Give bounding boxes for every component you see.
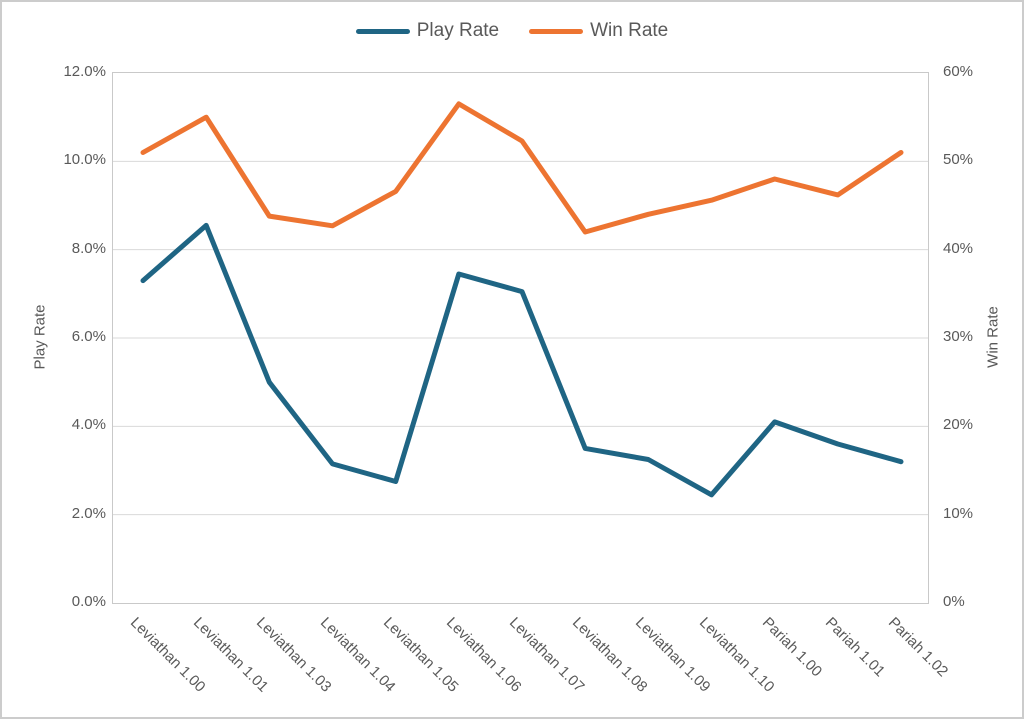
x-axis-tick-label: Pariah 1.01 xyxy=(821,614,889,681)
left-axis-tick-label: 8.0% xyxy=(71,239,106,257)
left-axis-tick-label: 4.0% xyxy=(71,416,106,434)
left-axis-tick-label: 12.0% xyxy=(63,63,106,80)
legend-label: Play Rate xyxy=(416,20,500,41)
play-rate-line xyxy=(140,222,904,498)
right-axis-tick-label: 20% xyxy=(943,416,974,434)
right-axis-title: Win Rate xyxy=(984,306,1002,368)
x-axis-tick-label: Pariah 1.02 xyxy=(884,614,952,681)
left-axis-tick-label: 6.0% xyxy=(71,328,106,345)
right-axis-tick-label: 50% xyxy=(943,151,974,169)
chart-legend: Play Rate Win Rate xyxy=(2,20,1022,42)
right-axis-tick-label: 40% xyxy=(943,239,974,257)
plot-area xyxy=(112,72,929,604)
win-rate-line xyxy=(140,101,904,235)
right-axis-tick-label: 30% xyxy=(943,328,974,345)
legend-label: Win Rate xyxy=(590,20,669,41)
x-axis-tick-label: Pariah 1.00 xyxy=(758,614,825,681)
left-axis-title: Play Rate xyxy=(31,304,49,370)
legend-item-win-rate: Win Rate xyxy=(529,20,668,42)
right-axis-tick-label: 60% xyxy=(943,63,974,80)
legend-line-swatch xyxy=(529,28,584,34)
legend-line-swatch xyxy=(355,28,410,34)
left-axis-tick-label: 10.0% xyxy=(63,151,106,169)
legend-item-play-rate: Play Rate xyxy=(355,20,500,42)
right-axis-tick-label: 10% xyxy=(943,504,974,522)
right-axis-tick-label: 0% xyxy=(943,593,965,610)
left-axis-tick-label: 0.0% xyxy=(71,593,106,610)
left-axis-tick-label: 2.0% xyxy=(71,504,106,522)
chart-plot-svg xyxy=(113,101,928,516)
